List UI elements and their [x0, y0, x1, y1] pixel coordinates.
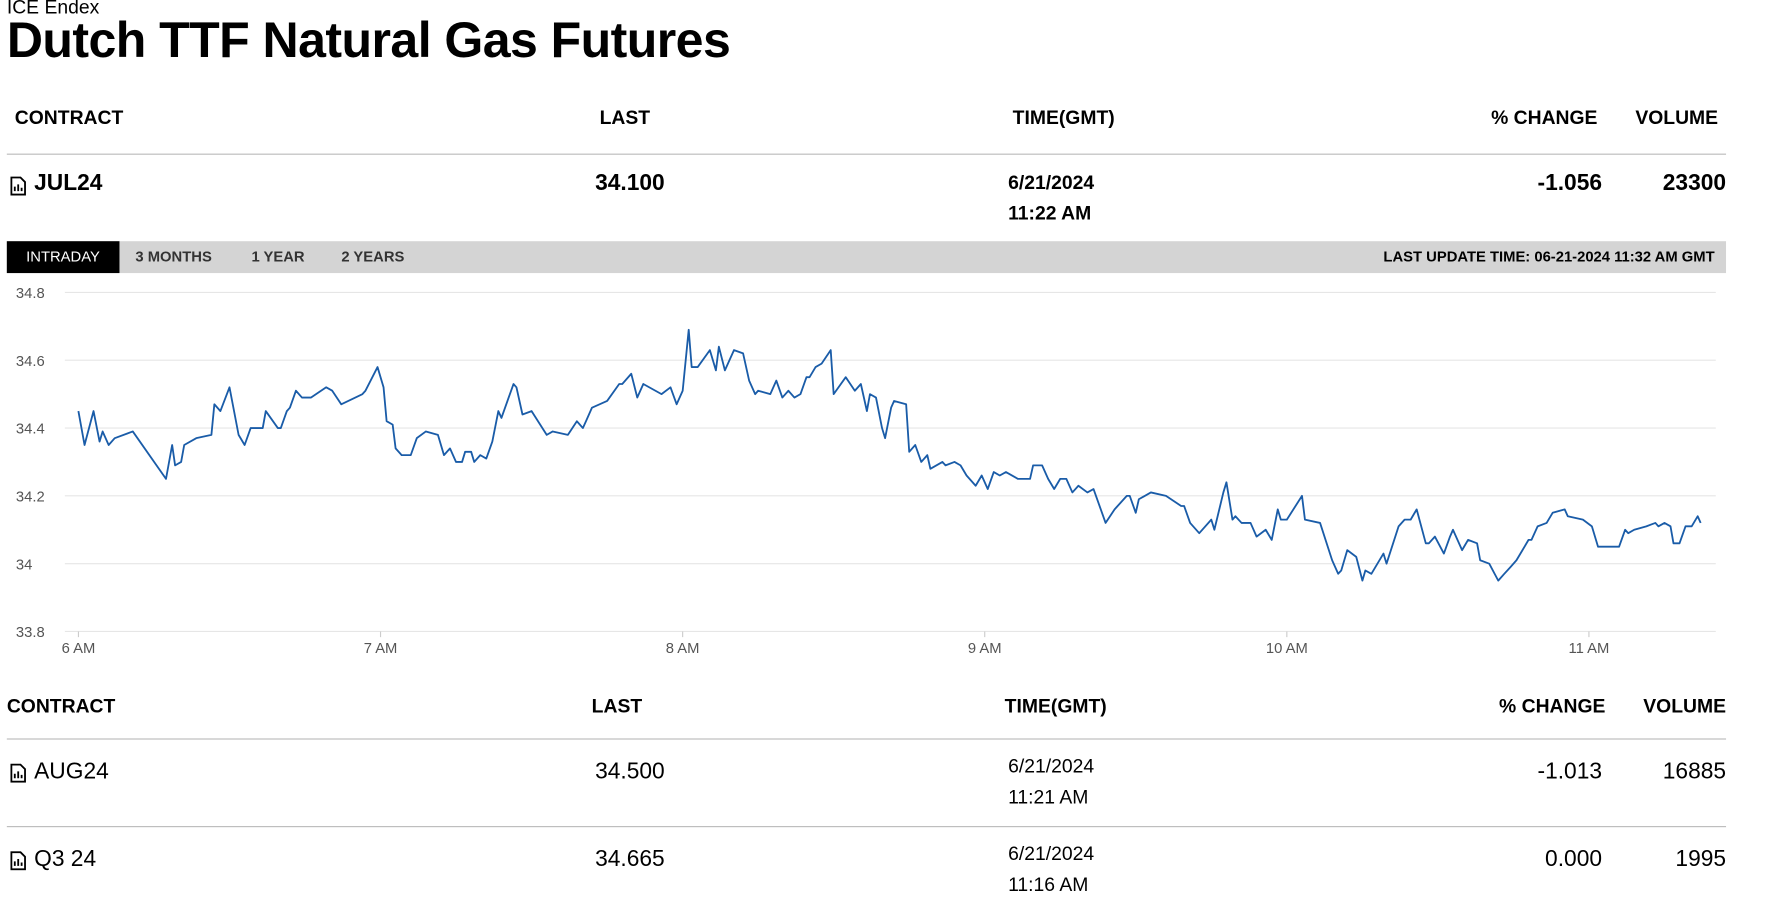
x-tick-label: 10 AM: [1266, 641, 1308, 657]
last-price: 34.500: [595, 758, 665, 784]
trade-time: 11:22 AM: [1008, 202, 1092, 225]
x-tick-label: 6 AM: [62, 641, 96, 657]
divider: [6, 153, 1727, 155]
trade-date: 6/21/2024: [1008, 843, 1095, 865]
y-tick-label: 33.8: [16, 625, 45, 641]
column-header: LAST: [599, 106, 651, 129]
last-update: LAST UPDATE TIME: 06-21-2024 11:32 AM GM…: [1383, 248, 1715, 266]
percent-change: -1.056: [1537, 170, 1603, 196]
tab[interactable]: 1 YEAR: [251, 248, 305, 266]
trade-time: 11:16 AM: [1008, 873, 1089, 896]
x-tick-label: 9 AM: [968, 641, 1002, 657]
page-title: Dutch TTF Natural Gas Futures: [6, 12, 731, 69]
percent-change: -1.013: [1537, 758, 1603, 784]
column-header: VOLUME: [1643, 695, 1727, 717]
contract-name[interactable]: AUG24: [34, 758, 109, 784]
trade-date: 6/21/2024: [1008, 171, 1095, 194]
divider: [6, 826, 1727, 828]
column-header: % CHANGE: [1491, 106, 1598, 129]
volume: 1995: [1675, 846, 1727, 872]
column-header: CONTRACT: [14, 106, 124, 129]
x-tick-label: 11 AM: [1569, 641, 1610, 657]
contract-name[interactable]: JUL24: [34, 170, 103, 196]
percent-change: 0.000: [1545, 846, 1603, 872]
column-header: % CHANGE: [1499, 695, 1606, 717]
divider: [6, 738, 1727, 740]
column-header: VOLUME: [1635, 106, 1719, 129]
chart-icon[interactable]: [10, 176, 26, 196]
last-price: 34.100: [595, 170, 665, 196]
column-header: TIME(GMT): [1004, 695, 1107, 717]
column-header: TIME(GMT): [1012, 106, 1115, 129]
source: ICE Endex: [6, 0, 100, 19]
y-tick-label: 34.4: [16, 422, 45, 438]
contract-name[interactable]: Q3 24: [34, 846, 97, 872]
column-header: LAST: [591, 695, 643, 717]
y-tick-label: 34: [16, 557, 32, 573]
column-header: CONTRACT: [6, 695, 116, 717]
x-tick-label: 8 AM: [666, 641, 700, 657]
chart: 33.8 34 34.2 34.4 34.6 34.8 6 AM 7 AM 8 AM 9 AM 10…: [16, 286, 1716, 657]
trade-date: 6/21/2024: [1008, 755, 1095, 778]
tab[interactable]: INTRADAY: [6, 241, 120, 274]
tab-bar: INTRADAY 3 MONTHS 1 YEAR 2 YEARS LAST UP…: [6, 241, 1727, 274]
tab[interactable]: 3 MONTHS: [135, 248, 212, 266]
last-price: 34.665: [595, 846, 665, 872]
y-tick-label: 34.2: [16, 490, 45, 506]
x-tick-label: 7 AM: [364, 641, 398, 657]
y-tick-label: 34.8: [16, 286, 45, 302]
tab[interactable]: 2 YEARS: [341, 248, 405, 266]
y-tick-label: 34.6: [16, 354, 45, 370]
volume: 16885: [1662, 758, 1727, 784]
price-line: [77, 328, 1702, 582]
chart-icon[interactable]: [10, 763, 26, 783]
chart-icon[interactable]: [10, 851, 26, 871]
trade-time: 11:21 AM: [1008, 786, 1089, 808]
volume: 23300: [1662, 170, 1727, 196]
